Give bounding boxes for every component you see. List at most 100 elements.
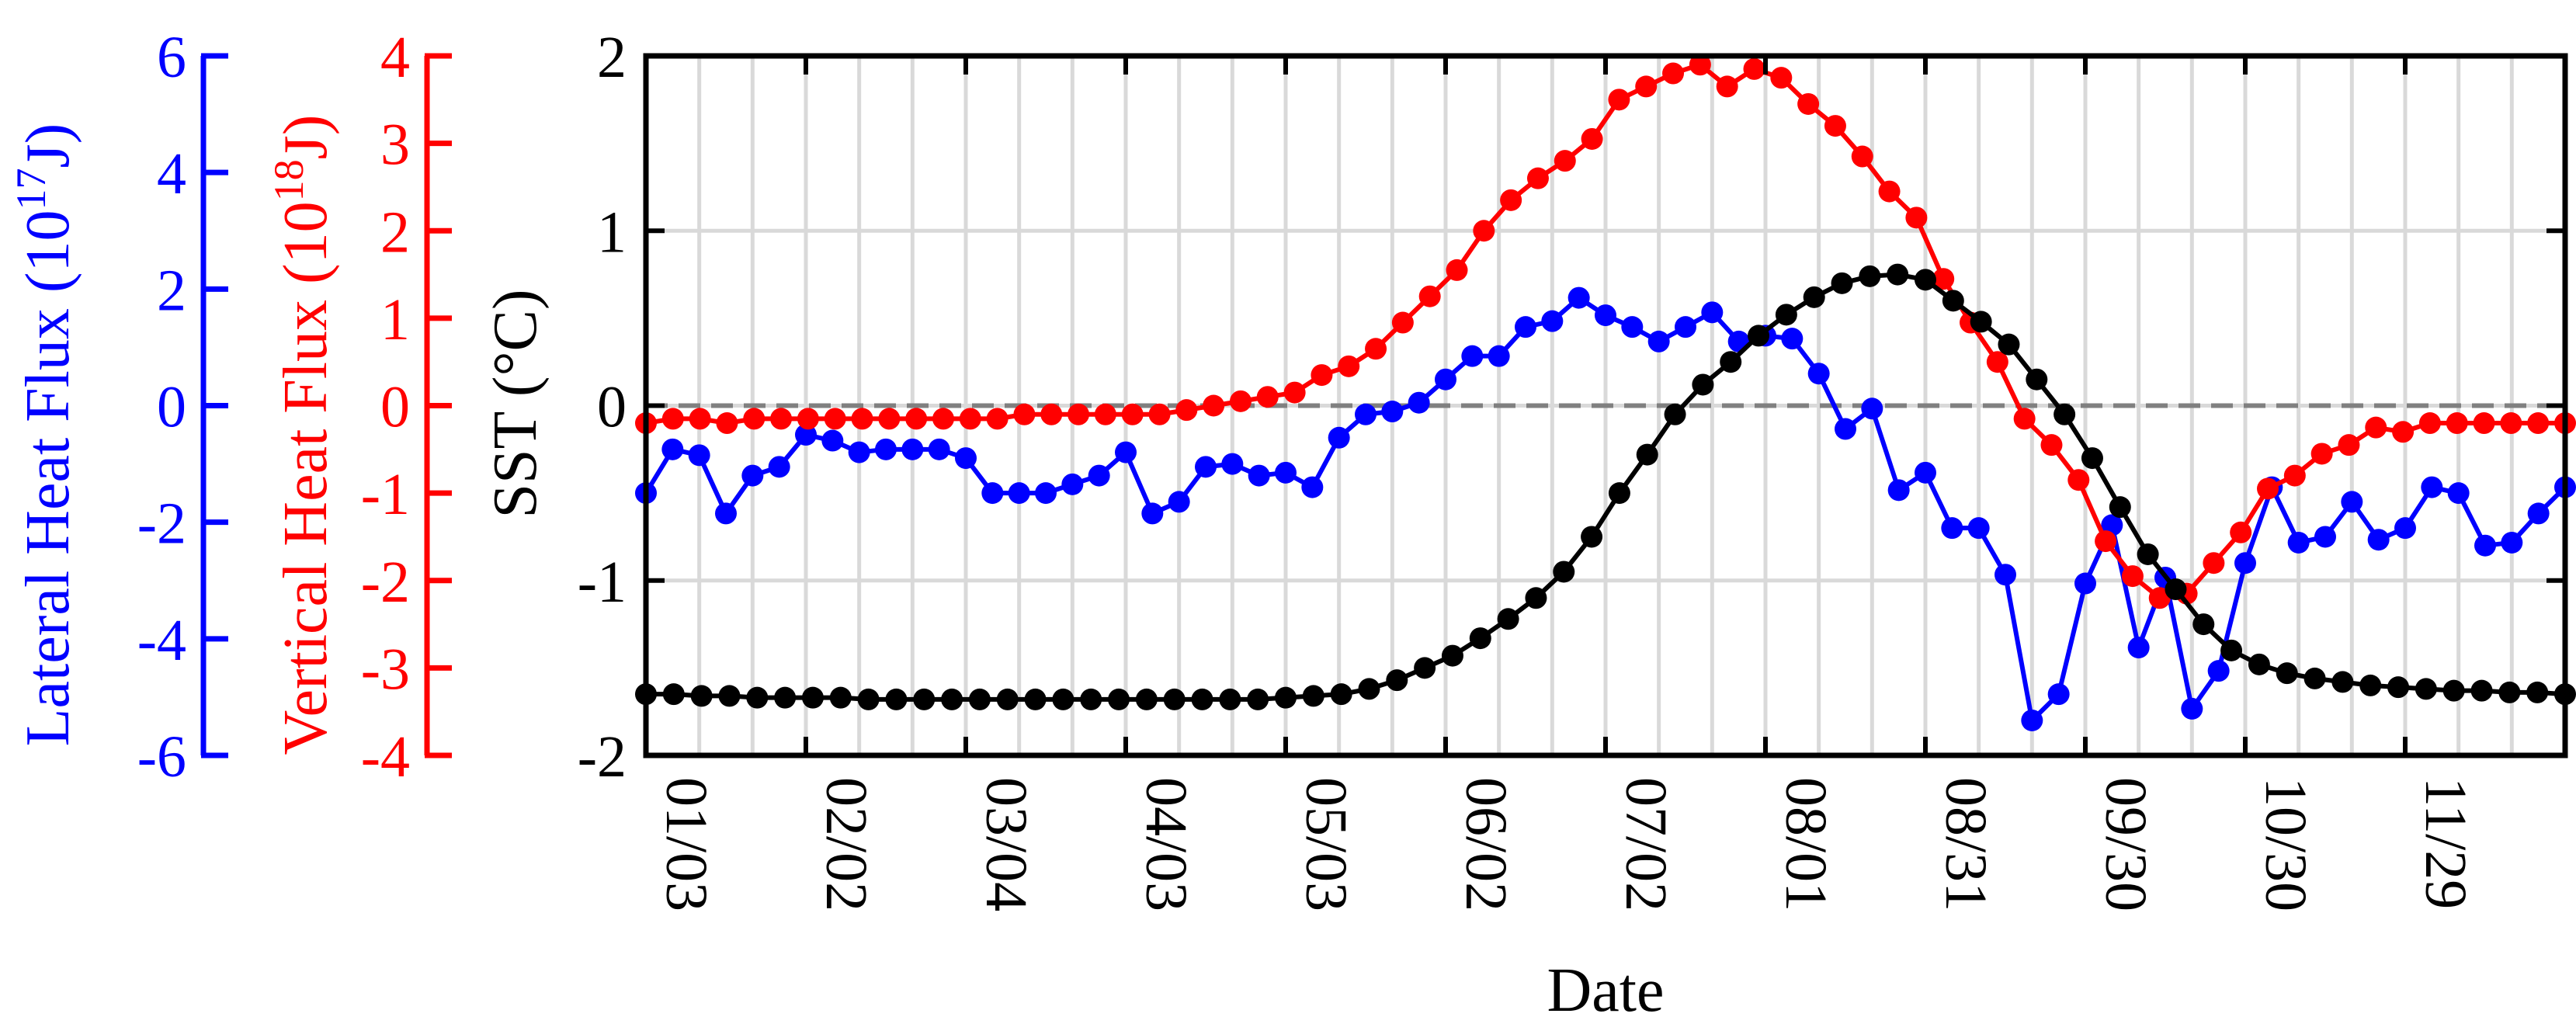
lateral-tick-label: -6 bbox=[137, 724, 186, 790]
vertical-point bbox=[2013, 408, 2036, 430]
lateral-point bbox=[1861, 397, 1883, 420]
sst-axis-label: SST (°C) bbox=[481, 289, 550, 518]
vertical-point bbox=[1418, 285, 1441, 307]
vertical-point bbox=[1338, 355, 1360, 377]
vertical-series bbox=[635, 54, 2576, 609]
lateral-tick-label: 2 bbox=[157, 258, 186, 323]
vertical-point bbox=[1121, 403, 1144, 425]
x-tick-label: 04/03 bbox=[1134, 777, 1199, 911]
vertical-point bbox=[770, 408, 793, 430]
lateral-point bbox=[1941, 517, 1963, 540]
vertical-tick-label: 4 bbox=[380, 25, 410, 90]
sst-tick-label: -1 bbox=[578, 550, 627, 615]
vertical-point bbox=[1662, 62, 1685, 85]
sst-point bbox=[2248, 653, 2270, 675]
sst-point bbox=[1748, 325, 1770, 347]
x-tick-label: 10/30 bbox=[2253, 777, 2318, 911]
lateral-point bbox=[1301, 476, 1324, 498]
vertical-point bbox=[689, 408, 711, 430]
vertical-point bbox=[2121, 565, 2144, 588]
vertical-point bbox=[1473, 220, 1495, 242]
vertical-point bbox=[2230, 521, 2252, 543]
sst-point bbox=[1358, 678, 1380, 700]
sst-point bbox=[2276, 662, 2298, 685]
vertical-point bbox=[932, 408, 954, 430]
sst-point bbox=[1692, 373, 1714, 396]
sst-point bbox=[801, 686, 824, 709]
sst-tick-label: 1 bbox=[597, 200, 627, 265]
sst-point bbox=[1581, 526, 1603, 548]
lateral-point bbox=[1595, 304, 1616, 327]
vertical-point bbox=[2310, 443, 2333, 465]
x-tick-label: 06/02 bbox=[1453, 777, 1519, 911]
vertical-point bbox=[1256, 386, 1279, 408]
lateral-point bbox=[1994, 564, 2016, 586]
vertical-point bbox=[1851, 145, 1873, 168]
sst-point bbox=[2303, 667, 2326, 689]
vertical-point bbox=[1365, 338, 1387, 360]
x-tick-label: 12/29 bbox=[2573, 777, 2576, 911]
sst-point bbox=[1247, 688, 1269, 710]
vertical-point bbox=[1986, 351, 2008, 373]
sst-point bbox=[2387, 676, 2410, 699]
vertical-tick-label: 1 bbox=[380, 287, 410, 352]
vertical-point bbox=[1040, 403, 1063, 425]
lateral-point bbox=[1515, 316, 1536, 338]
lateral-point bbox=[2394, 517, 2416, 540]
vertical-point bbox=[1068, 403, 1090, 425]
x-tick-label: 07/02 bbox=[1613, 777, 1679, 911]
vertical-label-main: Vertical Heat Flux (10 bbox=[272, 201, 340, 755]
lateral-point bbox=[2501, 531, 2523, 554]
vertical-point bbox=[905, 408, 928, 430]
vertical-point bbox=[1770, 67, 1793, 89]
sst-point bbox=[1469, 627, 1491, 650]
lateral-point bbox=[848, 441, 870, 463]
sst-point bbox=[718, 685, 741, 707]
sst-point bbox=[1664, 403, 1686, 425]
sst-point bbox=[1942, 290, 1964, 312]
vertical-point bbox=[2365, 416, 2387, 439]
lateral-point bbox=[2341, 491, 2363, 513]
sst-point bbox=[1163, 688, 1186, 710]
lateral-point bbox=[1807, 363, 1830, 385]
vertical-point bbox=[797, 408, 819, 430]
sst-point bbox=[746, 686, 769, 709]
lateral-point bbox=[1435, 368, 1456, 391]
lateral-point bbox=[795, 424, 817, 446]
lateral-point bbox=[2314, 526, 2336, 548]
vertical-point bbox=[1175, 399, 1198, 422]
lateral-point bbox=[2287, 531, 2310, 554]
sst-point bbox=[996, 688, 1019, 710]
lateral-point bbox=[661, 438, 684, 460]
sst-point bbox=[1775, 304, 1797, 326]
lateral-point bbox=[1647, 330, 1670, 352]
sst-point bbox=[1219, 688, 1241, 710]
vertical-point bbox=[2040, 434, 2063, 456]
lateral-point bbox=[688, 444, 710, 467]
sst-point bbox=[857, 688, 880, 710]
sst-point bbox=[1386, 669, 1408, 692]
sst-point bbox=[2359, 674, 2382, 696]
vertical-label-unit: J) bbox=[272, 115, 340, 160]
sst-point bbox=[885, 688, 908, 710]
vertical-heat-flux-axis: -4 -3 -2 -1 0 1 2 3 4 bbox=[361, 25, 452, 790]
lateral-point bbox=[1141, 502, 1164, 525]
sst-point bbox=[2220, 639, 2243, 661]
lateral-point bbox=[2127, 637, 2150, 659]
sst-point bbox=[1887, 263, 1909, 286]
sst-point bbox=[1080, 688, 1102, 710]
vertical-point bbox=[2500, 412, 2522, 435]
vertical-point bbox=[661, 408, 684, 430]
vertical-point bbox=[2527, 412, 2550, 435]
vertical-point bbox=[1446, 259, 1468, 281]
vertical-point bbox=[1743, 57, 1765, 80]
vertical-point bbox=[2148, 587, 2171, 609]
lateral-point bbox=[901, 438, 924, 460]
lateral-point bbox=[1168, 491, 1190, 513]
vertical-point bbox=[2392, 421, 2415, 443]
sst-point bbox=[941, 688, 963, 710]
lateral-point bbox=[2181, 697, 2203, 720]
lateral-point bbox=[1221, 453, 1244, 475]
vertical-point bbox=[1932, 268, 1955, 290]
lateral-point bbox=[1008, 482, 1030, 505]
